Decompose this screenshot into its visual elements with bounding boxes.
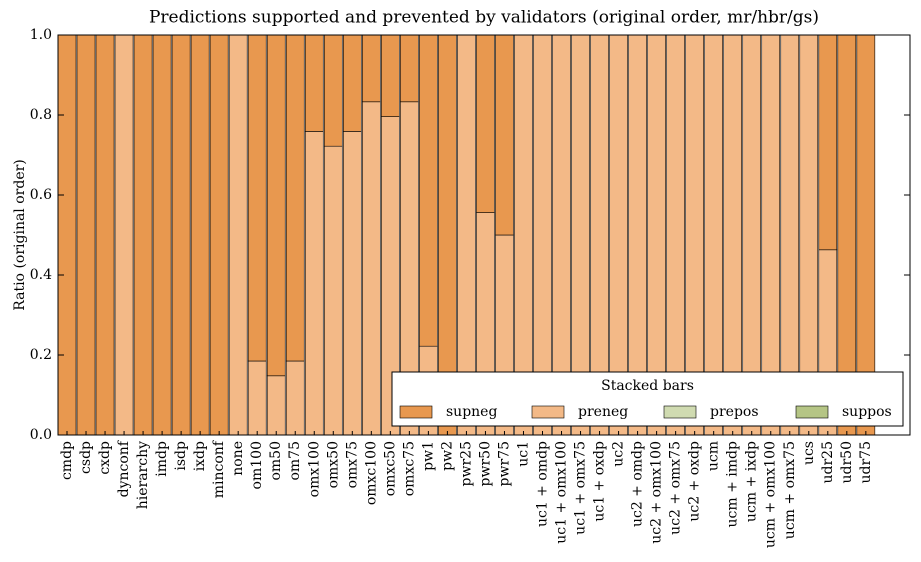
x-tick-label: minconf xyxy=(211,439,227,498)
bar-segment xyxy=(76,34,96,436)
x-tick-label: isdp xyxy=(173,441,189,471)
legend-swatch xyxy=(399,405,433,419)
x-tick-label: uc1 xyxy=(515,441,531,467)
bar-segment xyxy=(400,34,419,103)
bar-segment xyxy=(323,34,343,147)
bar-segment xyxy=(285,360,305,436)
bar-segment xyxy=(133,34,153,436)
x-tick-label: uc2 + oxdp xyxy=(687,441,703,522)
y-tick-label: 0.8 xyxy=(30,107,52,123)
x-tick-label: ucm + imdp xyxy=(725,441,741,527)
legend-label: prepos xyxy=(710,404,759,420)
bar-segment xyxy=(152,34,172,436)
plot-frame xyxy=(57,34,911,436)
bar-segment xyxy=(285,34,305,362)
x-tick-label: omx100 xyxy=(306,441,322,497)
bar-segment xyxy=(381,34,400,117)
x-tick-label: pwr25 xyxy=(458,441,474,486)
bar-segment xyxy=(114,34,134,436)
x-tick-label: uc2 + omx75 xyxy=(668,441,684,535)
bar-segment xyxy=(323,145,343,436)
legend-label: suppos xyxy=(842,404,892,420)
x-tick-label: uc2 + omdp xyxy=(630,441,646,527)
y-tick-label: 0.2 xyxy=(30,347,52,363)
x-tick-label: none xyxy=(230,441,246,476)
bar-segment xyxy=(190,34,210,436)
x-tick-label: csdp xyxy=(78,441,94,474)
legend-label: preneg xyxy=(578,404,628,420)
x-tick-label: uc1 + omx75 xyxy=(573,441,589,535)
bar-segment xyxy=(304,34,324,132)
bar-segment xyxy=(228,34,248,436)
x-tick-label: imdp xyxy=(154,441,170,477)
legend-swatch xyxy=(663,405,697,419)
bar-segment xyxy=(476,34,495,213)
bar-segment xyxy=(495,34,514,236)
bar-segment xyxy=(247,360,267,436)
bar-segment xyxy=(419,34,438,347)
x-tick-label: ucm + ixdp xyxy=(744,441,760,522)
y-tick-label: 0.0 xyxy=(30,427,52,443)
legend-title: Stacked bars xyxy=(601,378,694,394)
x-tick-label: omxc50 xyxy=(382,441,398,496)
bar-segment xyxy=(95,34,115,436)
x-tick-label: cmdp xyxy=(59,441,75,480)
bar-segment xyxy=(247,34,267,362)
x-tick-label: uc1 + oxdp xyxy=(592,441,608,522)
bar-segment xyxy=(362,101,381,436)
x-tick-label: cxdp xyxy=(97,441,113,475)
x-tick-label: uc2 xyxy=(611,441,627,467)
x-tick-label: pw2 xyxy=(439,441,455,471)
chart-title: Predictions supported and prevented by v… xyxy=(149,8,819,28)
legend-swatch xyxy=(531,405,565,419)
x-tick-label: om75 xyxy=(287,441,303,481)
y-tick-label: 0.4 xyxy=(30,267,52,283)
x-tick-label: udr25 xyxy=(820,441,836,484)
bar-segment xyxy=(266,375,286,436)
x-tick-label: ucm xyxy=(706,441,722,471)
bar-segment xyxy=(57,34,77,436)
x-tick-label: omx75 xyxy=(344,441,360,488)
x-tick-label: pwr50 xyxy=(477,441,493,486)
y-tick-label: 0.6 xyxy=(30,187,52,203)
x-tick-label: omx50 xyxy=(325,441,341,488)
x-tick-label: ucm + omx75 xyxy=(782,441,798,539)
bar-segment xyxy=(266,34,286,377)
x-tick-label: pwr75 xyxy=(496,441,512,486)
x-tick-label: hierarchy xyxy=(135,441,151,509)
x-tick-label: ucm + omx100 xyxy=(763,441,779,548)
x-tick-label: om50 xyxy=(268,441,284,481)
x-tick-label: ixdp xyxy=(192,441,208,471)
x-tick-label: udr50 xyxy=(839,441,855,484)
legend-swatch xyxy=(795,405,829,419)
x-tick-label: uc1 + omdp xyxy=(535,441,551,527)
y-tick-label: 1.0 xyxy=(30,27,52,43)
x-tick-label: uc2 + omx100 xyxy=(649,441,665,544)
x-tick-label: pw1 xyxy=(420,441,436,471)
bar-segment xyxy=(818,34,838,251)
x-tick-label: dynconf xyxy=(116,439,132,497)
bar-segment xyxy=(342,131,362,436)
x-tick-label: ucs xyxy=(801,441,817,465)
x-tick-label: omxc75 xyxy=(401,441,417,496)
x-tick-label: udr75 xyxy=(858,441,874,484)
bar-segment xyxy=(209,34,229,436)
bar-segment xyxy=(304,131,324,436)
bar-segment xyxy=(171,34,191,436)
x-tick-label: om100 xyxy=(249,441,265,489)
x-tick-label: omxc100 xyxy=(363,441,379,505)
bar-segment xyxy=(362,34,381,103)
bar-segment xyxy=(342,34,362,132)
y-axis-label: Ratio (original order) xyxy=(12,159,28,311)
x-tick-label: uc1 + omx100 xyxy=(554,441,570,544)
legend-label: supneg xyxy=(446,404,497,420)
